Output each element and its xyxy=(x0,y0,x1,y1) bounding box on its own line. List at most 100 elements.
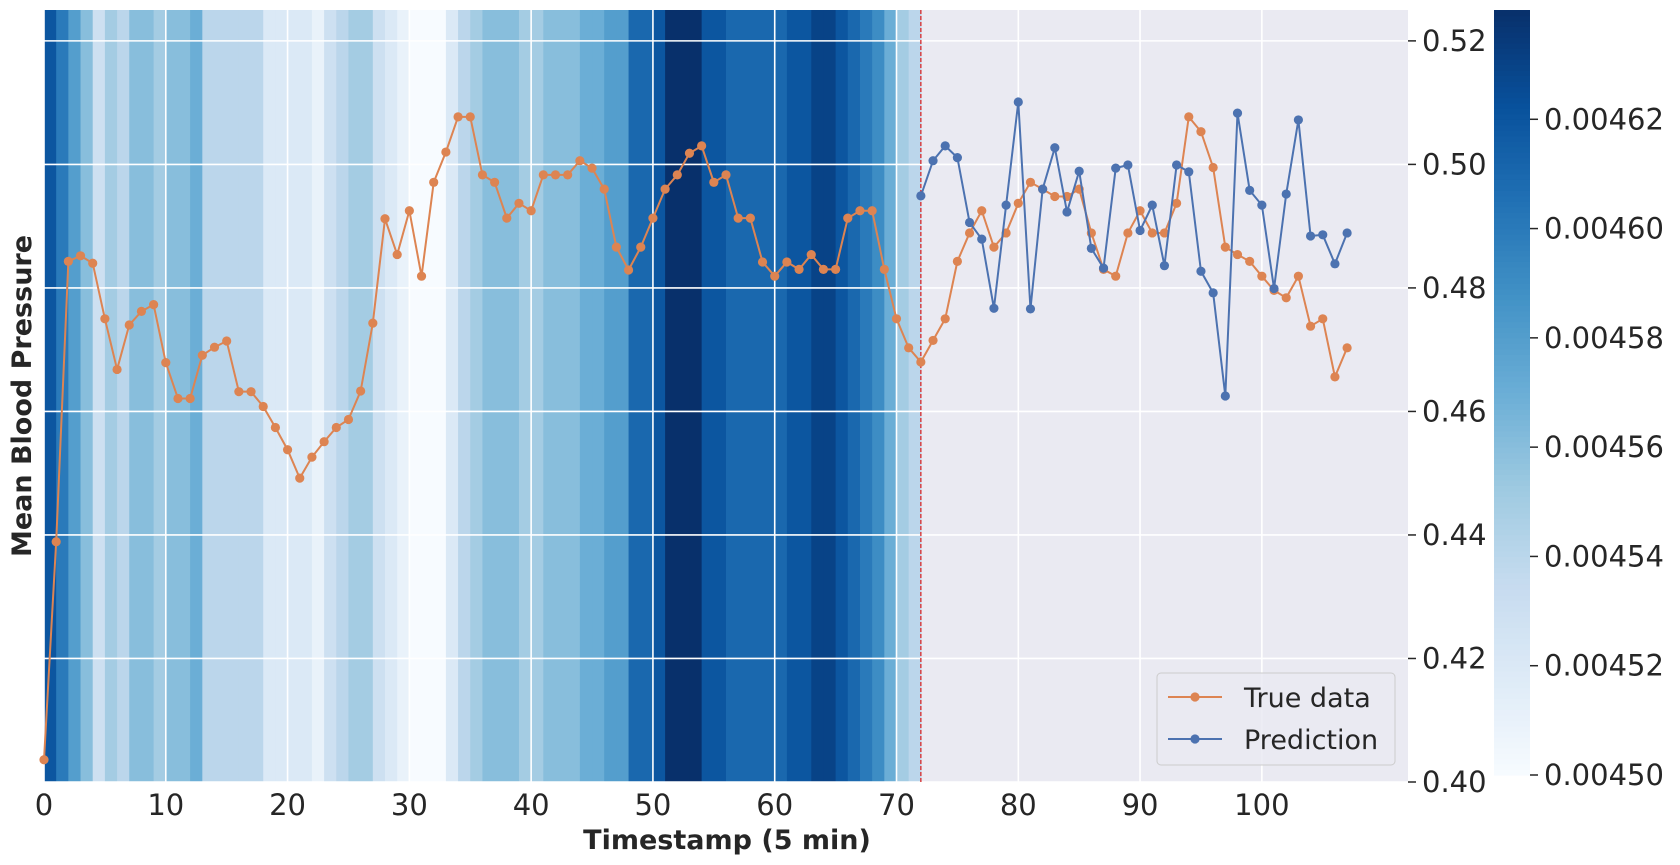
colorbar-segment xyxy=(1494,731,1530,738)
x-tick-label: 70 xyxy=(878,788,915,822)
colorbar-segment xyxy=(1494,490,1530,497)
heatmap-cell xyxy=(214,10,228,782)
data-point xyxy=(1123,228,1133,238)
data-point xyxy=(660,184,670,194)
data-point xyxy=(100,314,110,324)
data-point xyxy=(1159,261,1170,271)
data-point xyxy=(1281,189,1291,199)
data-point xyxy=(173,393,183,404)
colorbar-segment xyxy=(1494,152,1530,159)
heatmap-cell xyxy=(713,10,727,782)
colorbar-segment xyxy=(1494,332,1530,339)
data-point xyxy=(1305,321,1316,331)
colorbar-segment xyxy=(1494,638,1530,645)
y-tick-label: 0.44 xyxy=(1422,518,1487,552)
heatmap-cell xyxy=(567,10,581,782)
colorbar-segment xyxy=(1494,10,1530,17)
colorbar-segment xyxy=(1494,518,1530,525)
colorbar-segment xyxy=(1494,654,1530,661)
colorbar-segment xyxy=(1494,376,1530,383)
x-tick-label: 0 xyxy=(35,788,53,822)
colorbar-segment xyxy=(1494,447,1530,454)
legend-marker xyxy=(1190,734,1200,744)
data-point xyxy=(197,350,207,360)
data-point xyxy=(1245,185,1255,195)
colorbar-segment xyxy=(1494,479,1530,486)
colorbar-segment xyxy=(1494,616,1530,623)
series-line-prediction xyxy=(919,101,1349,397)
x-tick-label: 60 xyxy=(756,788,793,822)
colorbar-segment xyxy=(1494,86,1530,93)
colorbar-segment xyxy=(1494,769,1530,776)
data-point xyxy=(1184,112,1194,122)
colorbar-tick-label: 0.00462 xyxy=(1544,102,1664,136)
colorbar-segment xyxy=(1494,556,1530,563)
colorbar-tick-label: 0.00452 xyxy=(1544,649,1664,683)
heatmap-cell xyxy=(397,10,410,782)
colorbar-segment xyxy=(1494,600,1530,607)
data-point xyxy=(1172,160,1182,170)
heatmap-cell xyxy=(543,10,557,782)
data-point xyxy=(1111,271,1121,281)
colorbar-tick-label: 0.00460 xyxy=(1544,212,1664,246)
colorbar-segment xyxy=(1494,184,1530,191)
colorbar-segment xyxy=(1494,682,1530,689)
data-point xyxy=(1159,228,1170,238)
data-point xyxy=(1318,314,1328,324)
heatmap-cell xyxy=(482,10,496,782)
colorbar-segment xyxy=(1494,540,1530,547)
data-point xyxy=(940,141,950,151)
heatmap-cell xyxy=(202,10,216,782)
colorbar-segment xyxy=(1494,168,1530,175)
colorbar-segment xyxy=(1494,179,1530,186)
colorbar-segment xyxy=(1494,15,1530,22)
heatmap-cell xyxy=(360,10,374,782)
colorbar-segment xyxy=(1494,589,1530,596)
colorbar-segment xyxy=(1494,452,1530,459)
colorbar-segment xyxy=(1494,523,1530,530)
heatmap-cell xyxy=(689,10,703,782)
heatmap-cell xyxy=(872,10,885,782)
colorbar-segment xyxy=(1494,201,1530,208)
data-point xyxy=(916,191,926,201)
heatmap-cell xyxy=(494,10,508,782)
data-point xyxy=(416,271,427,281)
data-point xyxy=(514,198,524,208)
heatmap-cell xyxy=(348,10,362,782)
heatmap-cell xyxy=(311,10,325,782)
colorbar-segment xyxy=(1494,206,1530,213)
heatmap-cell xyxy=(44,10,57,782)
data-point xyxy=(404,206,414,216)
colorbar-segment xyxy=(1494,53,1530,60)
heatmap-cell xyxy=(226,10,240,782)
colorbar-segment xyxy=(1494,425,1530,432)
colorbar-segment xyxy=(1494,474,1530,481)
colorbar-segment xyxy=(1494,228,1530,235)
heatmap-cell xyxy=(628,10,642,782)
heatmap-cell xyxy=(238,10,252,782)
data-point xyxy=(697,141,707,151)
heatmap-cell xyxy=(701,10,715,782)
colorbar-segment xyxy=(1494,703,1530,711)
data-point xyxy=(1135,225,1145,236)
colorbar-segment xyxy=(1494,758,1530,765)
x-tick-label: 50 xyxy=(634,788,671,822)
data-point xyxy=(782,257,792,267)
heatmap-cell xyxy=(299,10,313,782)
colorbar-segment xyxy=(1494,693,1530,700)
colorbar-segment xyxy=(1494,26,1530,33)
data-point xyxy=(1038,184,1048,194)
x-tick-label: 30 xyxy=(391,788,428,822)
colorbar-segment xyxy=(1494,250,1530,257)
heatmap-cell xyxy=(372,10,386,782)
data-point xyxy=(1050,143,1060,153)
data-point xyxy=(721,170,731,180)
colorbar-segment xyxy=(1494,316,1530,323)
colorbar-segment xyxy=(1494,742,1530,749)
y-tick-label: 0.46 xyxy=(1422,394,1487,428)
y-tick-label: 0.42 xyxy=(1422,641,1487,675)
data-point xyxy=(319,437,329,447)
colorbar-segment xyxy=(1494,567,1530,574)
heatmap-cell xyxy=(470,10,484,782)
colorbar-segment xyxy=(1494,709,1530,716)
